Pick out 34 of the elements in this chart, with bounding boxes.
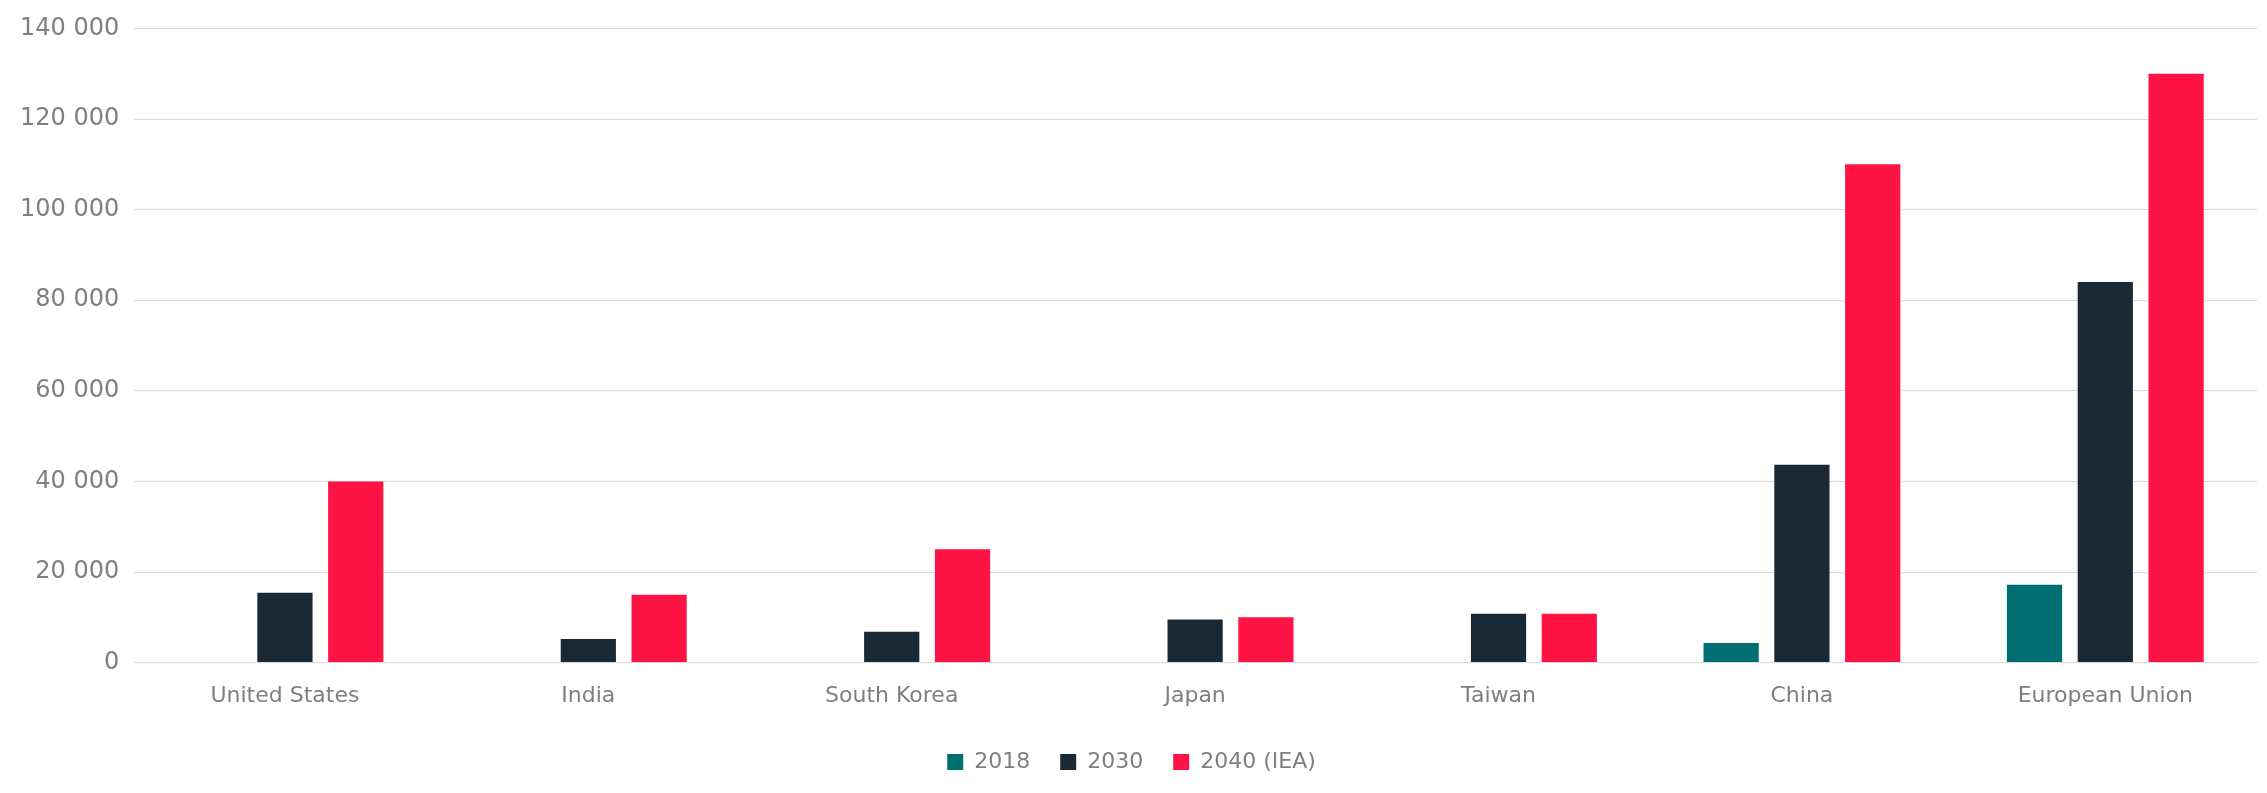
bar	[1774, 464, 1830, 663]
y-tick-label: 0	[103, 646, 120, 675]
legend-label: 2018	[974, 747, 1031, 773]
x-tick-label: South Korea	[825, 681, 959, 707]
bar	[560, 639, 616, 663]
bar	[328, 481, 384, 663]
y-tick-label: 120 000	[20, 103, 120, 132]
bar	[257, 592, 313, 663]
x-tick-label: China	[1770, 681, 1834, 707]
y-tick-label: 20 000	[35, 556, 120, 585]
y-tick-label: 100 000	[20, 193, 120, 222]
x-tick-label: European Union	[2017, 681, 2193, 707]
y-tick-label: 80 000	[35, 284, 120, 313]
bar	[631, 594, 687, 663]
bar	[864, 631, 920, 663]
bar	[1167, 619, 1223, 663]
x-tick-label: India	[561, 681, 616, 707]
y-tick-label: 60 000	[35, 375, 120, 404]
x-tick-label: Taiwan	[1460, 681, 1536, 707]
bar	[1238, 617, 1294, 663]
bar	[1470, 613, 1527, 663]
bar	[1541, 613, 1597, 663]
bar	[1845, 164, 1901, 663]
bar	[934, 549, 991, 663]
legend-label: 2040 (IEA)	[1200, 747, 1316, 773]
bar	[2077, 282, 2133, 663]
bar	[2148, 73, 2204, 663]
y-tick-label: 40 000	[35, 465, 120, 494]
legend-label: 2030	[1087, 747, 1144, 773]
bar	[1703, 643, 1759, 663]
bar	[2006, 584, 2063, 663]
y-tick-label: 140 000	[20, 12, 120, 41]
x-tick-label: Japan	[1162, 681, 1226, 707]
x-tick-label: United States	[210, 681, 360, 707]
